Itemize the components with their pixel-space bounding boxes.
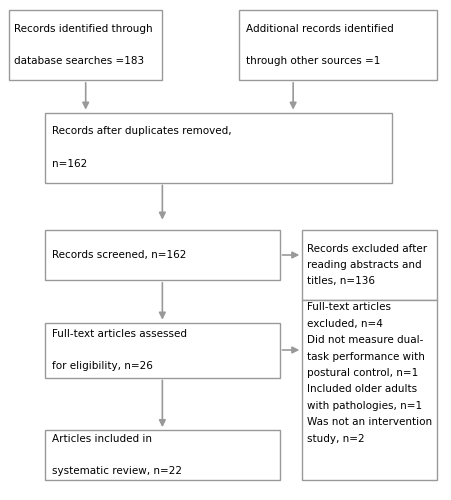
FancyBboxPatch shape <box>239 10 437 80</box>
Text: Full-text articles
excluded, n=4
Did not measure dual-
task performance with
pos: Full-text articles excluded, n=4 Did not… <box>307 302 432 444</box>
FancyBboxPatch shape <box>302 230 437 300</box>
FancyBboxPatch shape <box>45 112 392 182</box>
Text: Records after duplicates removed,

n=162: Records after duplicates removed, n=162 <box>52 126 231 169</box>
FancyBboxPatch shape <box>45 322 280 378</box>
Text: Additional records identified

through other sources =1: Additional records identified through ot… <box>246 24 394 66</box>
Text: Records identified through

database searches =183: Records identified through database sear… <box>14 24 152 66</box>
Text: Records screened, n=162: Records screened, n=162 <box>52 250 186 260</box>
Text: Records excluded after
reading abstracts and
titles, n=136: Records excluded after reading abstracts… <box>307 244 427 286</box>
FancyBboxPatch shape <box>302 300 437 480</box>
FancyBboxPatch shape <box>45 230 280 280</box>
Text: Full-text articles assessed

for eligibility, n=26: Full-text articles assessed for eligibil… <box>52 328 187 372</box>
Text: Articles included in

systematic review, n=22: Articles included in systematic review, … <box>52 434 182 476</box>
FancyBboxPatch shape <box>9 10 162 80</box>
FancyBboxPatch shape <box>45 430 280 480</box>
